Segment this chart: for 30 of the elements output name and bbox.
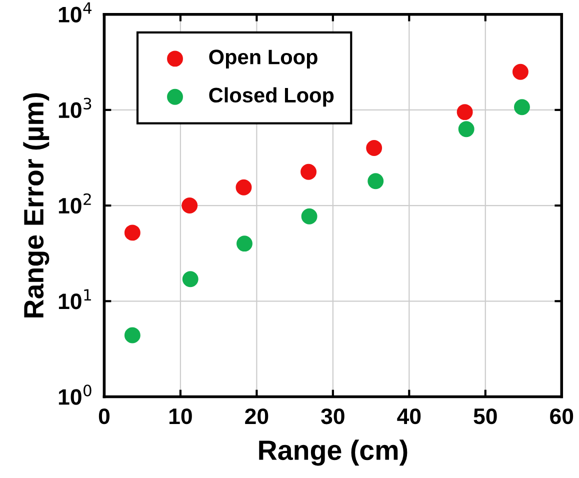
x-tick-label: 10 bbox=[169, 408, 192, 424]
point bbox=[366, 140, 382, 156]
point bbox=[300, 164, 317, 180]
y-tick-label: 10$^{3}$ bbox=[58, 98, 92, 118]
y-tick-label: 10$^{1}$ bbox=[58, 289, 91, 310]
point bbox=[182, 271, 198, 288]
y-axis-title: Range Error (µm) bbox=[23, 93, 50, 318]
point bbox=[456, 104, 473, 120]
point bbox=[512, 64, 528, 80]
point bbox=[236, 179, 252, 196]
x-tick-label: 60 bbox=[550, 408, 574, 424]
x-tick-label: 40 bbox=[397, 408, 421, 424]
point bbox=[124, 327, 140, 344]
point bbox=[458, 121, 474, 138]
point bbox=[236, 236, 252, 252]
x-tick-label: 0 bbox=[98, 408, 110, 424]
point bbox=[124, 224, 140, 241]
point bbox=[368, 173, 384, 190]
y-tick-label: 10$^{4}$ bbox=[58, 2, 92, 22]
point bbox=[514, 99, 530, 116]
x-tick-label: 20 bbox=[245, 408, 268, 424]
point bbox=[182, 198, 198, 214]
x-axis-title: Range (cm) bbox=[259, 440, 408, 466]
y-tick-label: 10$^{2}$ bbox=[58, 193, 91, 214]
x-tick-label: 50 bbox=[474, 408, 497, 424]
y-tick-label: 10$^{0}$ bbox=[58, 384, 92, 405]
x-tick-label: 30 bbox=[321, 408, 344, 424]
point bbox=[301, 208, 318, 224]
legend-label: Closed Loop bbox=[209, 87, 334, 107]
legend-label: Open Loop bbox=[209, 50, 318, 68]
